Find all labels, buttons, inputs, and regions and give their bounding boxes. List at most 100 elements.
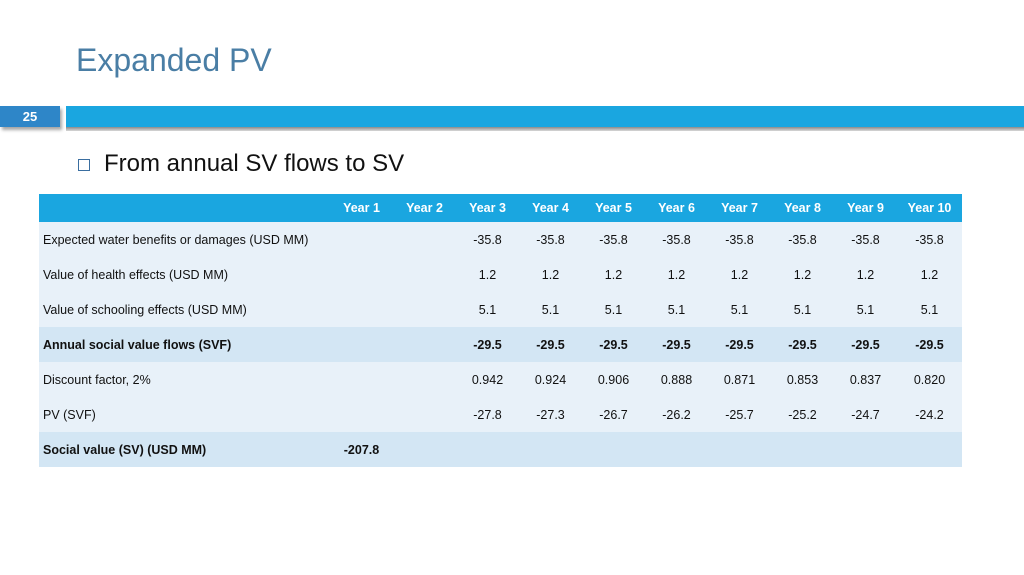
table-row: Value of schooling effects (USD MM) 5.1 … xyxy=(39,292,962,327)
table-cell xyxy=(393,257,456,292)
table-cell xyxy=(330,222,393,257)
row-label: PV (SVF) xyxy=(39,397,330,432)
table-cell xyxy=(393,362,456,397)
table-cell: 5.1 xyxy=(708,292,771,327)
table-row: Social value (SV) (USD MM) -207.8 xyxy=(39,432,962,467)
page-number: 25 xyxy=(22,109,38,124)
table-cell: -29.5 xyxy=(771,327,834,362)
table-cell: 5.1 xyxy=(456,292,519,327)
table-cell xyxy=(330,292,393,327)
table-cell: 1.2 xyxy=(771,257,834,292)
table-row: Discount factor, 2% 0.942 0.924 0.906 0.… xyxy=(39,362,962,397)
table-cell: 5.1 xyxy=(582,292,645,327)
table-cell: -27.8 xyxy=(456,397,519,432)
table-cell xyxy=(519,432,582,467)
header-bar xyxy=(66,106,1024,127)
table-cell xyxy=(393,222,456,257)
table-cell: 0.820 xyxy=(897,362,962,397)
header-bar-shadow xyxy=(66,127,1024,131)
table-cell xyxy=(834,432,897,467)
table-cell xyxy=(645,432,708,467)
row-label: Social value (SV) (USD MM) xyxy=(39,432,330,467)
table-cell: 0.906 xyxy=(582,362,645,397)
table-cell: -207.8 xyxy=(330,432,393,467)
header-cell-year-2: Year 2 xyxy=(393,194,456,222)
slide-title: Expanded PV xyxy=(76,42,272,78)
table-cell: -29.5 xyxy=(519,327,582,362)
table-cell: -29.5 xyxy=(834,327,897,362)
table-row: PV (SVF) -27.8 -27.3 -26.7 -26.2 -25.7 -… xyxy=(39,397,962,432)
table-cell: -24.2 xyxy=(897,397,962,432)
table-cell: 1.2 xyxy=(897,257,962,292)
table-cell xyxy=(330,362,393,397)
header-cell-year-5: Year 5 xyxy=(582,194,645,222)
table-cell: -26.2 xyxy=(645,397,708,432)
row-label: Value of health effects (USD MM) xyxy=(39,257,330,292)
table-cell: -35.8 xyxy=(708,222,771,257)
table-cell: 0.924 xyxy=(519,362,582,397)
table-cell: -24.7 xyxy=(834,397,897,432)
table-cell xyxy=(393,397,456,432)
header-cell-year-8: Year 8 xyxy=(771,194,834,222)
table-cell: -29.5 xyxy=(645,327,708,362)
page-number-badge: 25 xyxy=(0,106,60,127)
table-cell: -29.5 xyxy=(897,327,962,362)
header-cell-year-3: Year 3 xyxy=(456,194,519,222)
header-cell-year-7: Year 7 xyxy=(708,194,771,222)
table-cell: 0.837 xyxy=(834,362,897,397)
table-cell xyxy=(330,257,393,292)
table-cell: 5.1 xyxy=(771,292,834,327)
table-row: Value of health effects (USD MM) 1.2 1.2… xyxy=(39,257,962,292)
table-cell xyxy=(393,292,456,327)
table-cell: -29.5 xyxy=(582,327,645,362)
header-cell-year-9: Year 9 xyxy=(834,194,897,222)
table-cell: -35.8 xyxy=(897,222,962,257)
table-cell: 5.1 xyxy=(645,292,708,327)
table-cell: 5.1 xyxy=(834,292,897,327)
table-cell xyxy=(708,432,771,467)
table-cell: 1.2 xyxy=(519,257,582,292)
table-cell: 0.871 xyxy=(708,362,771,397)
table-cell: -35.8 xyxy=(834,222,897,257)
table-cell: -25.2 xyxy=(771,397,834,432)
table-cell: -29.5 xyxy=(708,327,771,362)
table-cell: 1.2 xyxy=(456,257,519,292)
bullet-item: From annual SV flows to SV xyxy=(78,150,404,178)
header-cell-year-10: Year 10 xyxy=(897,194,962,222)
row-label: Expected water benefits or damages (USD … xyxy=(39,222,330,257)
table-row: Annual social value flows (SVF) -29.5 -2… xyxy=(39,327,962,362)
row-label: Discount factor, 2% xyxy=(39,362,330,397)
table-cell: 1.2 xyxy=(834,257,897,292)
table-cell xyxy=(456,432,519,467)
table-cell: -29.5 xyxy=(456,327,519,362)
table-cell: 0.853 xyxy=(771,362,834,397)
pv-table: Year 1 Year 2 Year 3 Year 4 Year 5 Year … xyxy=(39,194,962,467)
table-cell xyxy=(771,432,834,467)
table-cell xyxy=(330,327,393,362)
table-cell xyxy=(330,397,393,432)
table-cell: 5.1 xyxy=(519,292,582,327)
table-cell: -35.8 xyxy=(771,222,834,257)
table-cell: 0.942 xyxy=(456,362,519,397)
table-cell: 1.2 xyxy=(708,257,771,292)
table-cell: 1.2 xyxy=(582,257,645,292)
table-cell xyxy=(582,432,645,467)
row-label: Value of schooling effects (USD MM) xyxy=(39,292,330,327)
header-cell-year-1: Year 1 xyxy=(330,194,393,222)
table-header-row: Year 1 Year 2 Year 3 Year 4 Year 5 Year … xyxy=(39,194,962,222)
table-cell xyxy=(393,327,456,362)
table-cell: -35.8 xyxy=(456,222,519,257)
table-cell: 0.888 xyxy=(645,362,708,397)
header-cell-label xyxy=(39,194,330,222)
table-row: Expected water benefits or damages (USD … xyxy=(39,222,962,257)
table-cell: -25.7 xyxy=(708,397,771,432)
row-label: Annual social value flows (SVF) xyxy=(39,327,330,362)
header-cell-year-6: Year 6 xyxy=(645,194,708,222)
table-cell: 5.1 xyxy=(897,292,962,327)
table-cell: 1.2 xyxy=(645,257,708,292)
table-cell: -27.3 xyxy=(519,397,582,432)
header-cell-year-4: Year 4 xyxy=(519,194,582,222)
table-cell xyxy=(897,432,962,467)
table-cell: -35.8 xyxy=(519,222,582,257)
